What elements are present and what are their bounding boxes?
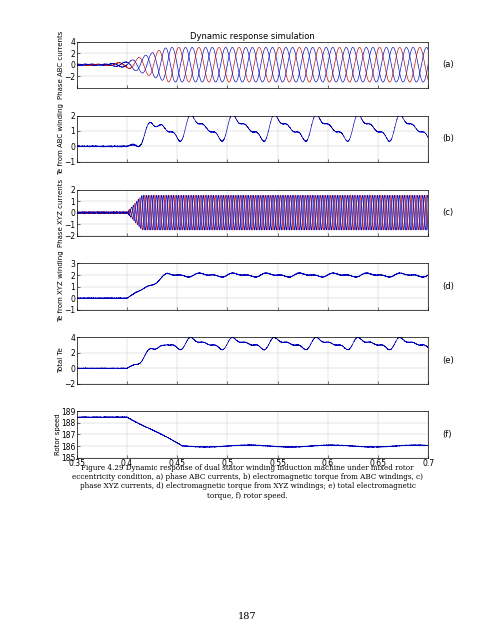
Y-axis label: Phase XYZ currents: Phase XYZ currents bbox=[58, 179, 64, 246]
Y-axis label: Phase ABC currents: Phase ABC currents bbox=[58, 31, 64, 99]
Text: (d): (d) bbox=[442, 282, 454, 291]
Text: (c): (c) bbox=[442, 208, 453, 217]
Text: (b): (b) bbox=[442, 134, 454, 143]
Y-axis label: Total Te: Total Te bbox=[58, 348, 64, 373]
Title: Dynamic response simulation: Dynamic response simulation bbox=[190, 32, 315, 41]
Text: Figure 4.29 Dynamic response of dual stator winding induction machine under mixe: Figure 4.29 Dynamic response of dual sta… bbox=[72, 464, 423, 500]
Text: (a): (a) bbox=[442, 60, 454, 69]
Y-axis label: Te from XYZ winding: Te from XYZ winding bbox=[58, 251, 64, 323]
Y-axis label: Rotor speed: Rotor speed bbox=[55, 413, 61, 455]
Text: (f): (f) bbox=[442, 430, 452, 439]
Text: 187: 187 bbox=[238, 612, 257, 621]
Text: (e): (e) bbox=[442, 356, 454, 365]
Y-axis label: Te from ABC winding: Te from ABC winding bbox=[58, 103, 64, 175]
